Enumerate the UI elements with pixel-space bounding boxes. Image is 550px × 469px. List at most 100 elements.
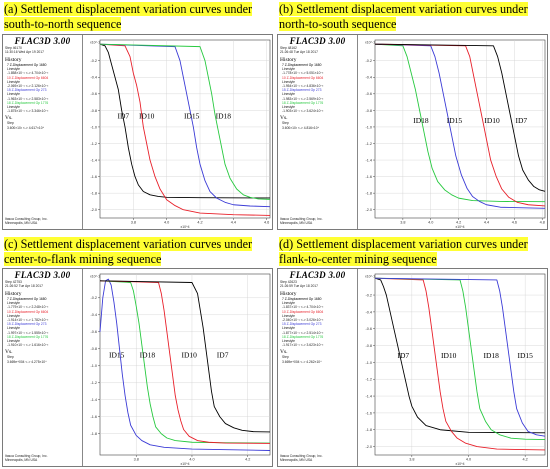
panel-b-company: Itasca Consulting Group, Inc.: [280, 216, 323, 221]
panel-d-plot: -0.2 -0.4 -0.6 -0.8 -1.0 -1.2 -1.4 -1.6 -1.8 -2.0…: [358, 269, 547, 466]
series-label-id10: ID10: [139, 112, 155, 121]
panel-a-entry-style: Linestyle: [7, 105, 21, 110]
tick-label-x: 4.2: [523, 458, 528, 462]
panel-c-entry-style: Linestyle: [7, 313, 21, 318]
tick-label-y: -0.4: [90, 76, 97, 80]
plot-area: [99, 39, 271, 219]
axis-label-y: x10^-1: [365, 275, 375, 279]
tick-label-y: -0.4: [90, 313, 97, 317]
series-line-id7: [99, 43, 271, 199]
tick-label-y: -1.4: [365, 394, 372, 398]
tick-label-x: 4.2: [456, 221, 461, 225]
tick-label-y: -0.8: [365, 344, 372, 348]
tick-label-y: -1.2: [90, 381, 97, 385]
plot-area: [374, 39, 546, 219]
panel-b-vs: Vs.: [280, 115, 288, 122]
axis-label-x: x10^4: [456, 225, 465, 229]
series-label-id15: ID15: [447, 116, 463, 125]
series-line-id15: [99, 43, 271, 208]
tick-label-y: -0.6: [90, 330, 97, 334]
panel-b-entry-label: 10 Z-Displacement Gp 6604: [282, 75, 324, 80]
plot-area: [374, 273, 546, 456]
panel-c-entry-label: 15 Z-Displacement Gp 273: [7, 322, 47, 327]
tick-label-y: -0.8: [365, 109, 372, 113]
panel-a-title: FLAC3D 3.00: [14, 36, 71, 46]
panel-c-entry-label: 7 Z-Displacement Gp 1680: [7, 297, 47, 301]
panel-c-entry-style: Linestyle: [7, 339, 21, 344]
panel-b-entry-range: -1.983×10⁻¹ <-> 2.569×10⁻³: [282, 96, 324, 101]
caption-d: (d) Settlement displacement variation cu…: [279, 237, 528, 266]
panel-a-entry-label: 10 Z-Displacement Gp 6604: [7, 75, 49, 80]
panel-a-entry-label: 7 Z-Displacement Gp 1680: [7, 63, 47, 67]
series-line-id18: [99, 43, 271, 200]
axis-label-y: x10^-1: [365, 41, 375, 45]
series-line-id18: [374, 43, 546, 203]
panel-b-footer: Itasca Consulting Group, Inc. Minneapoli…: [280, 217, 323, 225]
panel-d-entry-style: Linestyle: [282, 313, 296, 318]
tick-label-y: -1.8: [365, 428, 372, 432]
caption-c: (c) Settlement displacement variation cu…: [4, 237, 253, 266]
tick-label-x: 3.8: [400, 221, 405, 225]
chart-d: -0.2 -0.4 -0.6 -0.8 -1.0 -1.2 -1.4 -1.6 -1.8 -2.0…: [365, 273, 546, 466]
panel-b-plot: -0.2 -0.4 -0.6 -0.8 -1.0 -1.2 -1.4 -1.6 -1.8 -2.0…: [358, 35, 547, 229]
tick-label-y: -0.4: [365, 76, 372, 80]
tick-label-y: -2.0: [365, 208, 372, 212]
panel-a-entry-range: -1.875×10⁻¹ <-> 3.346×10⁻³: [7, 109, 49, 114]
series-label-id15: ID15: [184, 112, 200, 121]
tick-label-y: -0.2: [90, 59, 97, 63]
panel-c-title: FLAC3D 3.00: [14, 270, 71, 280]
panel-d-entry-style: Linestyle: [282, 339, 296, 344]
tick-label-x: 4.4: [484, 221, 489, 225]
axis-label-x: x10^4: [181, 462, 190, 466]
panel-d-entry-range: -2.040×10⁻¹ <-> 3.026×10⁻³: [282, 318, 324, 323]
series-line-id15: [374, 277, 546, 437]
panel-b-sidebar: FLAC3D 3.00 Step 48162 21:26:48 Tue Apr …: [278, 35, 358, 229]
panel-a-vs-step: Step: [7, 121, 14, 126]
panel-d-entry-label: 15 Z-Displacement Gp 273: [282, 322, 322, 327]
panel-a-entry-style: Linestyle: [7, 79, 21, 84]
panel-c-plot: -0.2 -0.4 -0.6 -0.8 -1.0 -1.2 -1.4 -1.6 -1.8 3.8 4…: [83, 269, 272, 466]
tick-label-y: -0.2: [365, 59, 372, 63]
tick-label-y: -1.0: [90, 364, 97, 368]
series-label-id10: ID10: [441, 351, 457, 360]
panel-b-entry-label: 18 Z-Displacement Gp 1776: [282, 100, 324, 105]
series-line-id7: [374, 277, 546, 434]
panel-b-history-heading: History: [280, 57, 297, 63]
panel-c-history-heading: History: [5, 291, 22, 297]
panel-c-entry-label: 18 Z-Displacement Gp 1776: [7, 334, 49, 339]
panel-a-entry-range: -2.069×10⁻¹ <-> 2.126×10⁻³: [7, 84, 49, 89]
series-label-id7: ID7: [515, 116, 527, 125]
panel-b-entry-style: Linestyle: [282, 67, 296, 72]
series-label-id7: ID7: [117, 112, 129, 121]
panel-b-entry-style: Linestyle: [282, 92, 296, 97]
panel-d-company: Itasca Consulting Group, Inc.: [280, 453, 323, 458]
panel-c-entry-range: -1.910×10⁻¹ <-> 1.616×10⁻³: [7, 343, 49, 348]
panel-a-entry-label: 18 Z-Displacement Gp 1776: [7, 100, 49, 105]
panel-c-company: Itasca Consulting Group, Inc.: [5, 453, 48, 458]
series-line-id7: [374, 43, 546, 192]
panel-b-entry-label: 7 Z-Displacement Gp 1680: [282, 63, 322, 67]
panel-c-footer: Itasca Consulting Group, Inc. Minneapoli…: [5, 454, 48, 462]
panel-c-vs-range: 3.669e+004 <-> 4.275×10⁴: [7, 359, 47, 364]
panel-d-entry-style: Linestyle: [282, 301, 296, 306]
series-line-id10: [374, 43, 546, 207]
tick-label-y: -0.6: [365, 92, 372, 96]
panel-a-sidebar: FLAC3D 3.00 Step 46170 11:30:16 Wed Apr …: [3, 35, 83, 229]
panel-b-vs-range: 3.600×10² <-> 4.816×10⁴: [282, 125, 319, 130]
series-label-id18: ID18: [140, 350, 156, 359]
tick-label-x: 3.8: [134, 458, 139, 462]
series-label-id18: ID18: [483, 351, 499, 360]
axis-label-y: x10^-1: [90, 275, 100, 279]
panel-a: FLAC3D 3.00 Step 46170 11:30:16 Wed Apr …: [2, 34, 273, 230]
panel-a-step: Step 46170: [5, 46, 22, 50]
tick-label-y: -0.4: [365, 310, 372, 314]
tick-label-y: -1.6: [365, 175, 372, 179]
tick-label-x: 4.2: [245, 458, 250, 462]
tick-label-y: -0.6: [365, 327, 372, 331]
panel-d-sidebar: FLAC3D 3.00 Step 42623 21:26:59 Tue Apr …: [278, 269, 358, 466]
series-label-id10: ID10: [181, 350, 197, 359]
panel-b-city: Minneapolis, MN USA: [280, 220, 313, 225]
panel-b-entry-label: 15 Z-Displacement Gp 273: [282, 88, 322, 93]
axis-label-y: x10^-1: [90, 41, 100, 45]
panel-c-entry-label: 10 Z-Displacement Gp 6604: [7, 309, 49, 314]
